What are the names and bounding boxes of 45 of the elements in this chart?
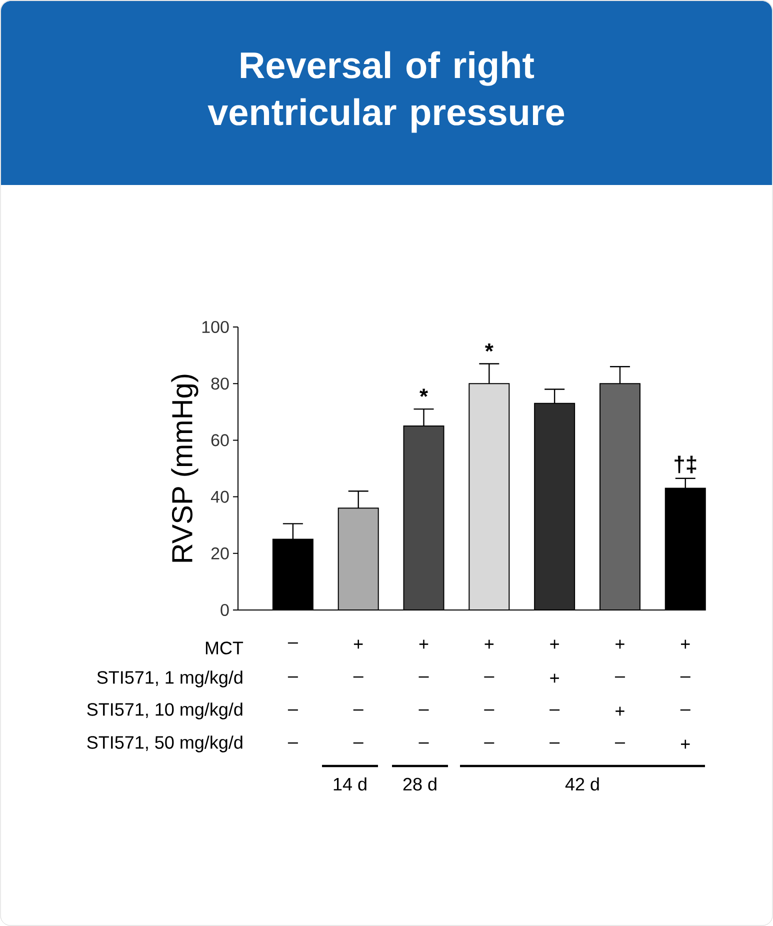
y-tick-label: 20 <box>211 547 229 560</box>
text: + <box>550 674 559 683</box>
y-tick-label: 0 <box>220 604 229 616</box>
text: STI571, 1 mg/kg/d <box>97 670 242 688</box>
text: – <box>680 709 690 711</box>
text: + <box>681 740 690 749</box>
y-tick-label: 80 <box>211 378 229 390</box>
text: – <box>353 742 364 744</box>
text: – <box>680 676 690 678</box>
y-tick-label: 60 <box>211 434 229 446</box>
text: + <box>616 706 624 716</box>
chart-title: Reversal of right ventricular pressure <box>208 51 564 133</box>
annotation: * <box>484 343 494 352</box>
x-tick-label: + <box>550 640 559 649</box>
text: – <box>550 709 560 711</box>
text: STI571, 10 mg/kg/d <box>87 702 242 720</box>
x-tick-label: + <box>616 640 624 649</box>
text: – <box>418 676 429 678</box>
text: MCT <box>206 642 244 654</box>
text: 14 d <box>334 777 366 791</box>
text: STI571, 50 mg/kg/d <box>87 736 242 752</box>
text: – <box>288 742 298 744</box>
text: – <box>484 742 494 744</box>
text: – <box>614 676 625 678</box>
y-tick-label: 40 <box>210 490 229 503</box>
y-tick-label: 100 <box>202 320 229 334</box>
text: 42 d <box>565 777 599 791</box>
text: – <box>353 709 364 711</box>
x-tick-label: + <box>419 640 428 649</box>
text: – <box>484 709 494 711</box>
y-axis-title: RVSP (mmHg) <box>171 374 198 562</box>
x-tick-label: + <box>681 640 690 649</box>
text: – <box>288 709 298 711</box>
annotation: †‡ <box>674 456 696 474</box>
text: – <box>550 742 560 744</box>
text: – <box>288 676 298 678</box>
x-tick-label: + <box>484 640 494 649</box>
text: – <box>614 742 625 744</box>
text: – <box>418 709 429 711</box>
text: – <box>418 742 429 744</box>
text: – <box>484 676 494 678</box>
annotation: * <box>420 388 428 397</box>
x-tick-label: + <box>354 640 363 649</box>
text: 28 d <box>403 777 436 791</box>
text: – <box>353 676 364 678</box>
